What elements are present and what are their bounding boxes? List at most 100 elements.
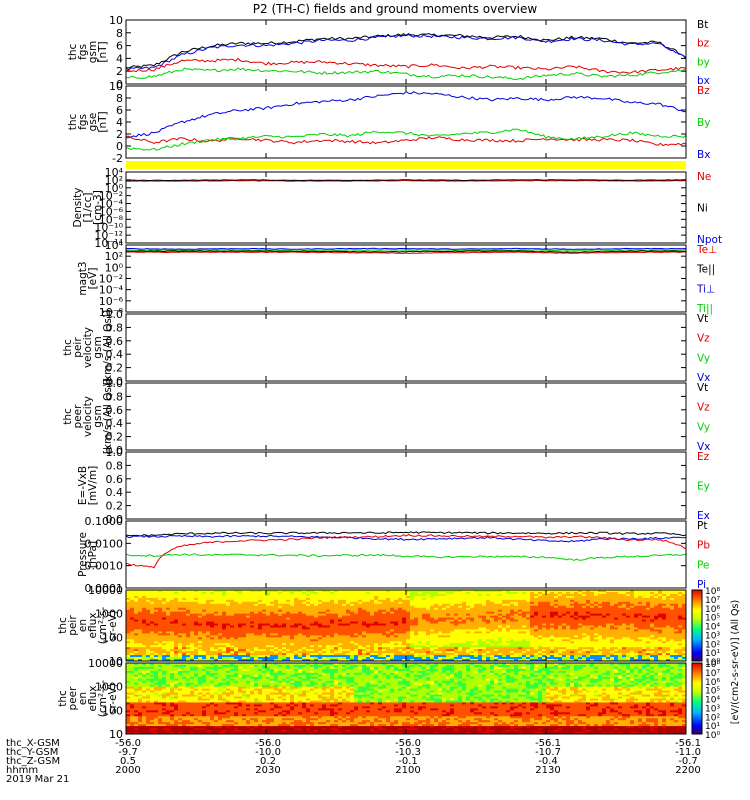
- colorbar-label: [eV/(cm2-s-sr-eV)] (All Qs): [730, 600, 741, 724]
- panel-frame: [125, 451, 687, 520]
- y-tick-label: 0.8: [106, 459, 124, 472]
- legend-entry: Vx: [697, 441, 710, 453]
- y-axis-label: magt3: [77, 261, 89, 295]
- x-axis-value: 2200: [675, 765, 700, 776]
- x-axis-value: -56.0: [255, 738, 281, 749]
- y-axis-label: Density: [72, 188, 84, 228]
- x-axis-row-label: thc_Y-GSM: [6, 747, 58, 758]
- x-axis-value: -10.7: [535, 747, 561, 758]
- y-axis-label: [nT]: [97, 41, 109, 62]
- panel-peir-velocity: 1.00.80.60.40.20.0thcpeirvelocitygsm[km/…: [62, 308, 710, 388]
- y-axis-label: gse: [87, 113, 99, 132]
- series-line-bz: [125, 135, 687, 147]
- colorbar-tick-label: 10²: [705, 713, 720, 723]
- y-axis-label: Pressure: [77, 532, 89, 577]
- x-axis-value: 2000: [115, 765, 140, 776]
- quality-flag-bar: [126, 161, 686, 169]
- series-line-pt: [125, 531, 687, 537]
- colorbar-tick-label: 10⁶: [705, 605, 720, 615]
- y-tick-label: 10: [109, 728, 123, 741]
- series-line-bx: [125, 33, 687, 71]
- y-tick-label: 10⁰: [105, 261, 124, 274]
- y-tick-label: 1.0: [106, 377, 124, 390]
- x-axis-value: -0.7: [678, 756, 698, 767]
- y-axis-label: gsm: [92, 405, 104, 427]
- y-tick-label: 1000: [95, 608, 123, 621]
- y-tick-label: 10⁻²: [99, 273, 123, 286]
- legend-entry: Te||: [696, 264, 715, 276]
- series-line-by: [125, 67, 686, 81]
- legend-entry: Ey: [697, 481, 710, 493]
- x-axis-row-label: hhmm: [6, 765, 38, 776]
- x-axis-value: 2030: [255, 765, 280, 776]
- y-tick-label: 0.8: [106, 321, 124, 334]
- y-tick-label: 10⁻⁸: [99, 213, 124, 226]
- legend-entry: Vz: [697, 333, 710, 345]
- y-tick-label: 10⁻⁴: [99, 198, 124, 211]
- y-tick-label: 0.4: [106, 417, 124, 430]
- y-tick-label: 0.4: [106, 486, 124, 499]
- y-axis-label: peer: [67, 686, 79, 711]
- y-axis-label: E=-VxB: [77, 466, 89, 505]
- panel-frame: [125, 244, 687, 313]
- series-line-bt: [125, 33, 687, 69]
- y-tick-label: 10⁻⁸: [99, 306, 124, 319]
- y-axis-label: thc: [67, 114, 79, 131]
- y-tick-label: 10000: [88, 584, 123, 597]
- y-tick-label: 0.0: [106, 375, 124, 388]
- y-tick-label: 10²: [105, 174, 123, 187]
- y-tick-label: 0.6: [106, 404, 124, 417]
- y-tick-label: 10000: [88, 657, 123, 670]
- legend-entry: Pt: [697, 520, 707, 532]
- y-axis-label: thc: [57, 617, 69, 634]
- y-tick-label: 8: [116, 27, 123, 40]
- y-axis-label: [km/s (All Qs)]: [102, 310, 114, 385]
- legend-entry: Pb: [697, 540, 710, 552]
- colorbar-tick-label: 10⁴: [705, 696, 720, 706]
- x-axis-value: -11.0: [675, 747, 701, 758]
- y-tick-label: 10⁻⁶: [99, 205, 124, 218]
- legend-entry: Vz: [697, 402, 710, 414]
- series-line-bz: [125, 57, 687, 74]
- y-axis-label: en: [77, 619, 89, 632]
- y-axis-label: [cm-3]: [92, 190, 104, 225]
- y-axis-label: peir: [67, 615, 79, 636]
- x-axis-value: -9.7: [118, 747, 138, 758]
- y-tick-label: 0.0001: [85, 582, 124, 595]
- y-tick-label: 0.0100: [85, 537, 124, 550]
- y-tick-label: 10⁴: [105, 239, 124, 252]
- legend-entry: Pe: [697, 559, 709, 571]
- colorbar-tick-label: 10⁰: [705, 658, 720, 668]
- legend-entry: Vy: [697, 421, 710, 433]
- y-tick-label: 1.0: [106, 308, 124, 321]
- panel-frame: [125, 313, 687, 382]
- colorbar-tick-label: 10³: [705, 704, 720, 714]
- legend-entry: Bt: [697, 19, 708, 31]
- y-axis-label: en: [77, 692, 89, 705]
- figure-title: P2 (TH-C) fields and ground moments over…: [253, 2, 538, 16]
- colorbar-tick-label: 10⁸: [705, 587, 720, 597]
- y-tick-label: -2: [112, 152, 123, 165]
- y-tick-label: 100: [102, 704, 123, 717]
- y-tick-label: 8: [116, 92, 123, 105]
- legend-entry: Ni: [697, 203, 708, 215]
- legend-entry: bz: [697, 38, 710, 50]
- panel-peir-eflux: 10000 1000 100 10 thcpeireneflux(cm²-s-sr-eV…: [57, 584, 687, 668]
- y-tick-label: 10⁰: [105, 182, 124, 195]
- legend-entry: Ex: [697, 510, 710, 522]
- y-tick-label: 0.0: [106, 444, 124, 457]
- y-axis-label: (cm²-s-: [97, 607, 109, 645]
- series-line-bx: [126, 90, 686, 139]
- y-tick-label: 10⁻⁶: [99, 295, 124, 308]
- colorbar-tick-label: 10⁵: [705, 687, 720, 697]
- y-axis-label: [km/s (All Qs)]: [102, 379, 114, 454]
- y-tick-label: 0.6: [106, 335, 124, 348]
- y-axis-label: sr-eV): [107, 683, 119, 714]
- y-tick-label: 10⁻²: [99, 190, 123, 203]
- y-tick-label: 1000: [95, 681, 123, 694]
- x-axis-value: -0.1: [398, 756, 418, 767]
- y-tick-label: 6: [116, 40, 123, 53]
